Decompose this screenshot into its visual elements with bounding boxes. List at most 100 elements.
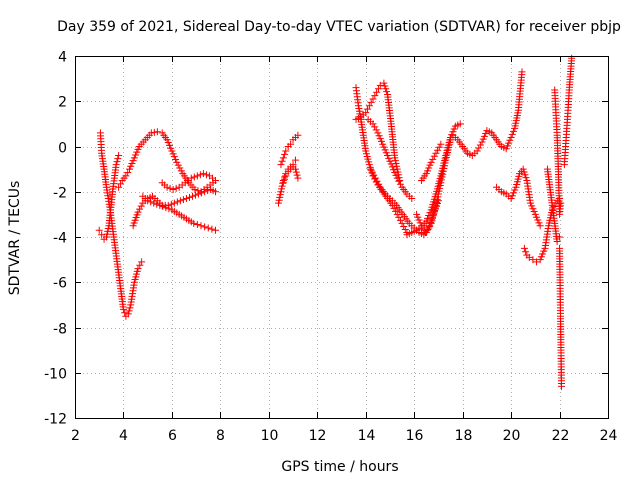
data-point — [119, 305, 127, 313]
series-sat-b — [95, 152, 123, 243]
data-point — [370, 171, 378, 179]
data-point — [201, 188, 209, 196]
data-point — [125, 307, 133, 315]
y-tick-label: -12 — [44, 412, 67, 428]
data-point — [372, 126, 380, 134]
data-point — [193, 221, 201, 229]
series-sat-u — [551, 86, 565, 218]
data-point — [525, 253, 533, 261]
data-point — [456, 120, 464, 128]
data-point — [150, 199, 158, 207]
data-point — [518, 68, 526, 76]
data-point — [398, 219, 406, 227]
data-point — [197, 222, 205, 230]
x-tick-label: 4 — [119, 428, 128, 444]
data-point — [432, 149, 440, 157]
data-point — [396, 216, 404, 224]
data-point — [424, 225, 432, 233]
data-point — [124, 310, 132, 318]
data-point — [536, 222, 544, 230]
data-point — [116, 180, 124, 188]
data-point — [429, 155, 437, 163]
data-point — [395, 177, 403, 185]
data-point — [291, 156, 299, 164]
data-point — [400, 222, 408, 230]
data-point — [508, 130, 516, 138]
data-point — [185, 193, 193, 201]
data-point — [435, 143, 443, 151]
data-point — [136, 261, 144, 269]
data-point — [365, 102, 373, 110]
data-point — [194, 187, 202, 195]
data-point — [134, 265, 142, 273]
data-point — [98, 231, 106, 239]
data-point — [373, 177, 381, 185]
data-point — [169, 185, 177, 193]
y-tick-label: -8 — [53, 322, 67, 338]
data-point — [173, 198, 181, 206]
x-axis-label: GPS time / hours — [281, 459, 398, 475]
data-point — [192, 191, 200, 199]
data-point — [557, 382, 565, 390]
data-point — [277, 161, 285, 169]
x-tick-label: 10 — [261, 428, 279, 444]
data-point — [437, 140, 445, 148]
data-point — [182, 195, 190, 203]
data-point — [199, 170, 207, 178]
data-point — [179, 196, 187, 204]
y-axis-label: SDTVAR / TECUs — [7, 181, 23, 296]
data-point — [202, 171, 210, 179]
series-sat-d — [129, 185, 220, 230]
data-point — [434, 146, 442, 154]
data-point — [293, 171, 301, 179]
data-point — [373, 88, 381, 96]
data-point — [510, 127, 518, 135]
data-point — [376, 81, 384, 89]
data-point — [112, 161, 120, 169]
data-point — [368, 168, 376, 176]
y-tick-label: 0 — [58, 141, 67, 157]
data-point — [473, 147, 481, 155]
data-point — [447, 136, 455, 144]
data-point — [170, 199, 178, 207]
data-point — [150, 128, 158, 136]
data-point — [159, 202, 167, 210]
data-point — [115, 183, 123, 191]
data-point — [529, 256, 537, 264]
series-sat-t — [543, 165, 564, 246]
data-point — [279, 154, 287, 162]
data-point — [426, 222, 434, 230]
data-point — [374, 85, 382, 93]
x-tick-label: 18 — [455, 428, 473, 444]
data-point — [371, 92, 379, 100]
y-tick-label: -2 — [53, 186, 67, 202]
data-point — [279, 179, 287, 187]
y-tick-label: -6 — [53, 276, 67, 292]
data-point — [162, 204, 170, 212]
x-tick-label: 8 — [216, 428, 225, 444]
y-tick-labels: -12 -10 -8 -6 -4 -2 0 2 4 — [44, 50, 67, 428]
series-sat-l — [364, 115, 416, 203]
data-point — [147, 129, 155, 137]
data-point — [520, 244, 528, 252]
data-point — [553, 238, 561, 246]
data-point — [287, 140, 295, 148]
data-point — [137, 202, 145, 210]
data-point — [557, 199, 565, 207]
data-point — [208, 225, 216, 233]
grid-lines — [75, 56, 608, 418]
series-sat-h — [277, 131, 302, 169]
data-point — [113, 158, 121, 166]
x-tick-label: 12 — [309, 428, 327, 444]
data-point — [166, 184, 174, 192]
data-point — [122, 172, 130, 180]
data-point — [427, 158, 435, 166]
data-point — [395, 213, 403, 221]
data-point — [190, 219, 198, 227]
data-point — [204, 224, 212, 232]
chart-title: Day 359 of 2021, Sidereal Day-to-day VTE… — [57, 19, 621, 35]
data-point — [124, 169, 132, 177]
data-point — [556, 233, 564, 241]
data-point — [95, 226, 103, 234]
x-tick-label: 6 — [168, 428, 177, 444]
